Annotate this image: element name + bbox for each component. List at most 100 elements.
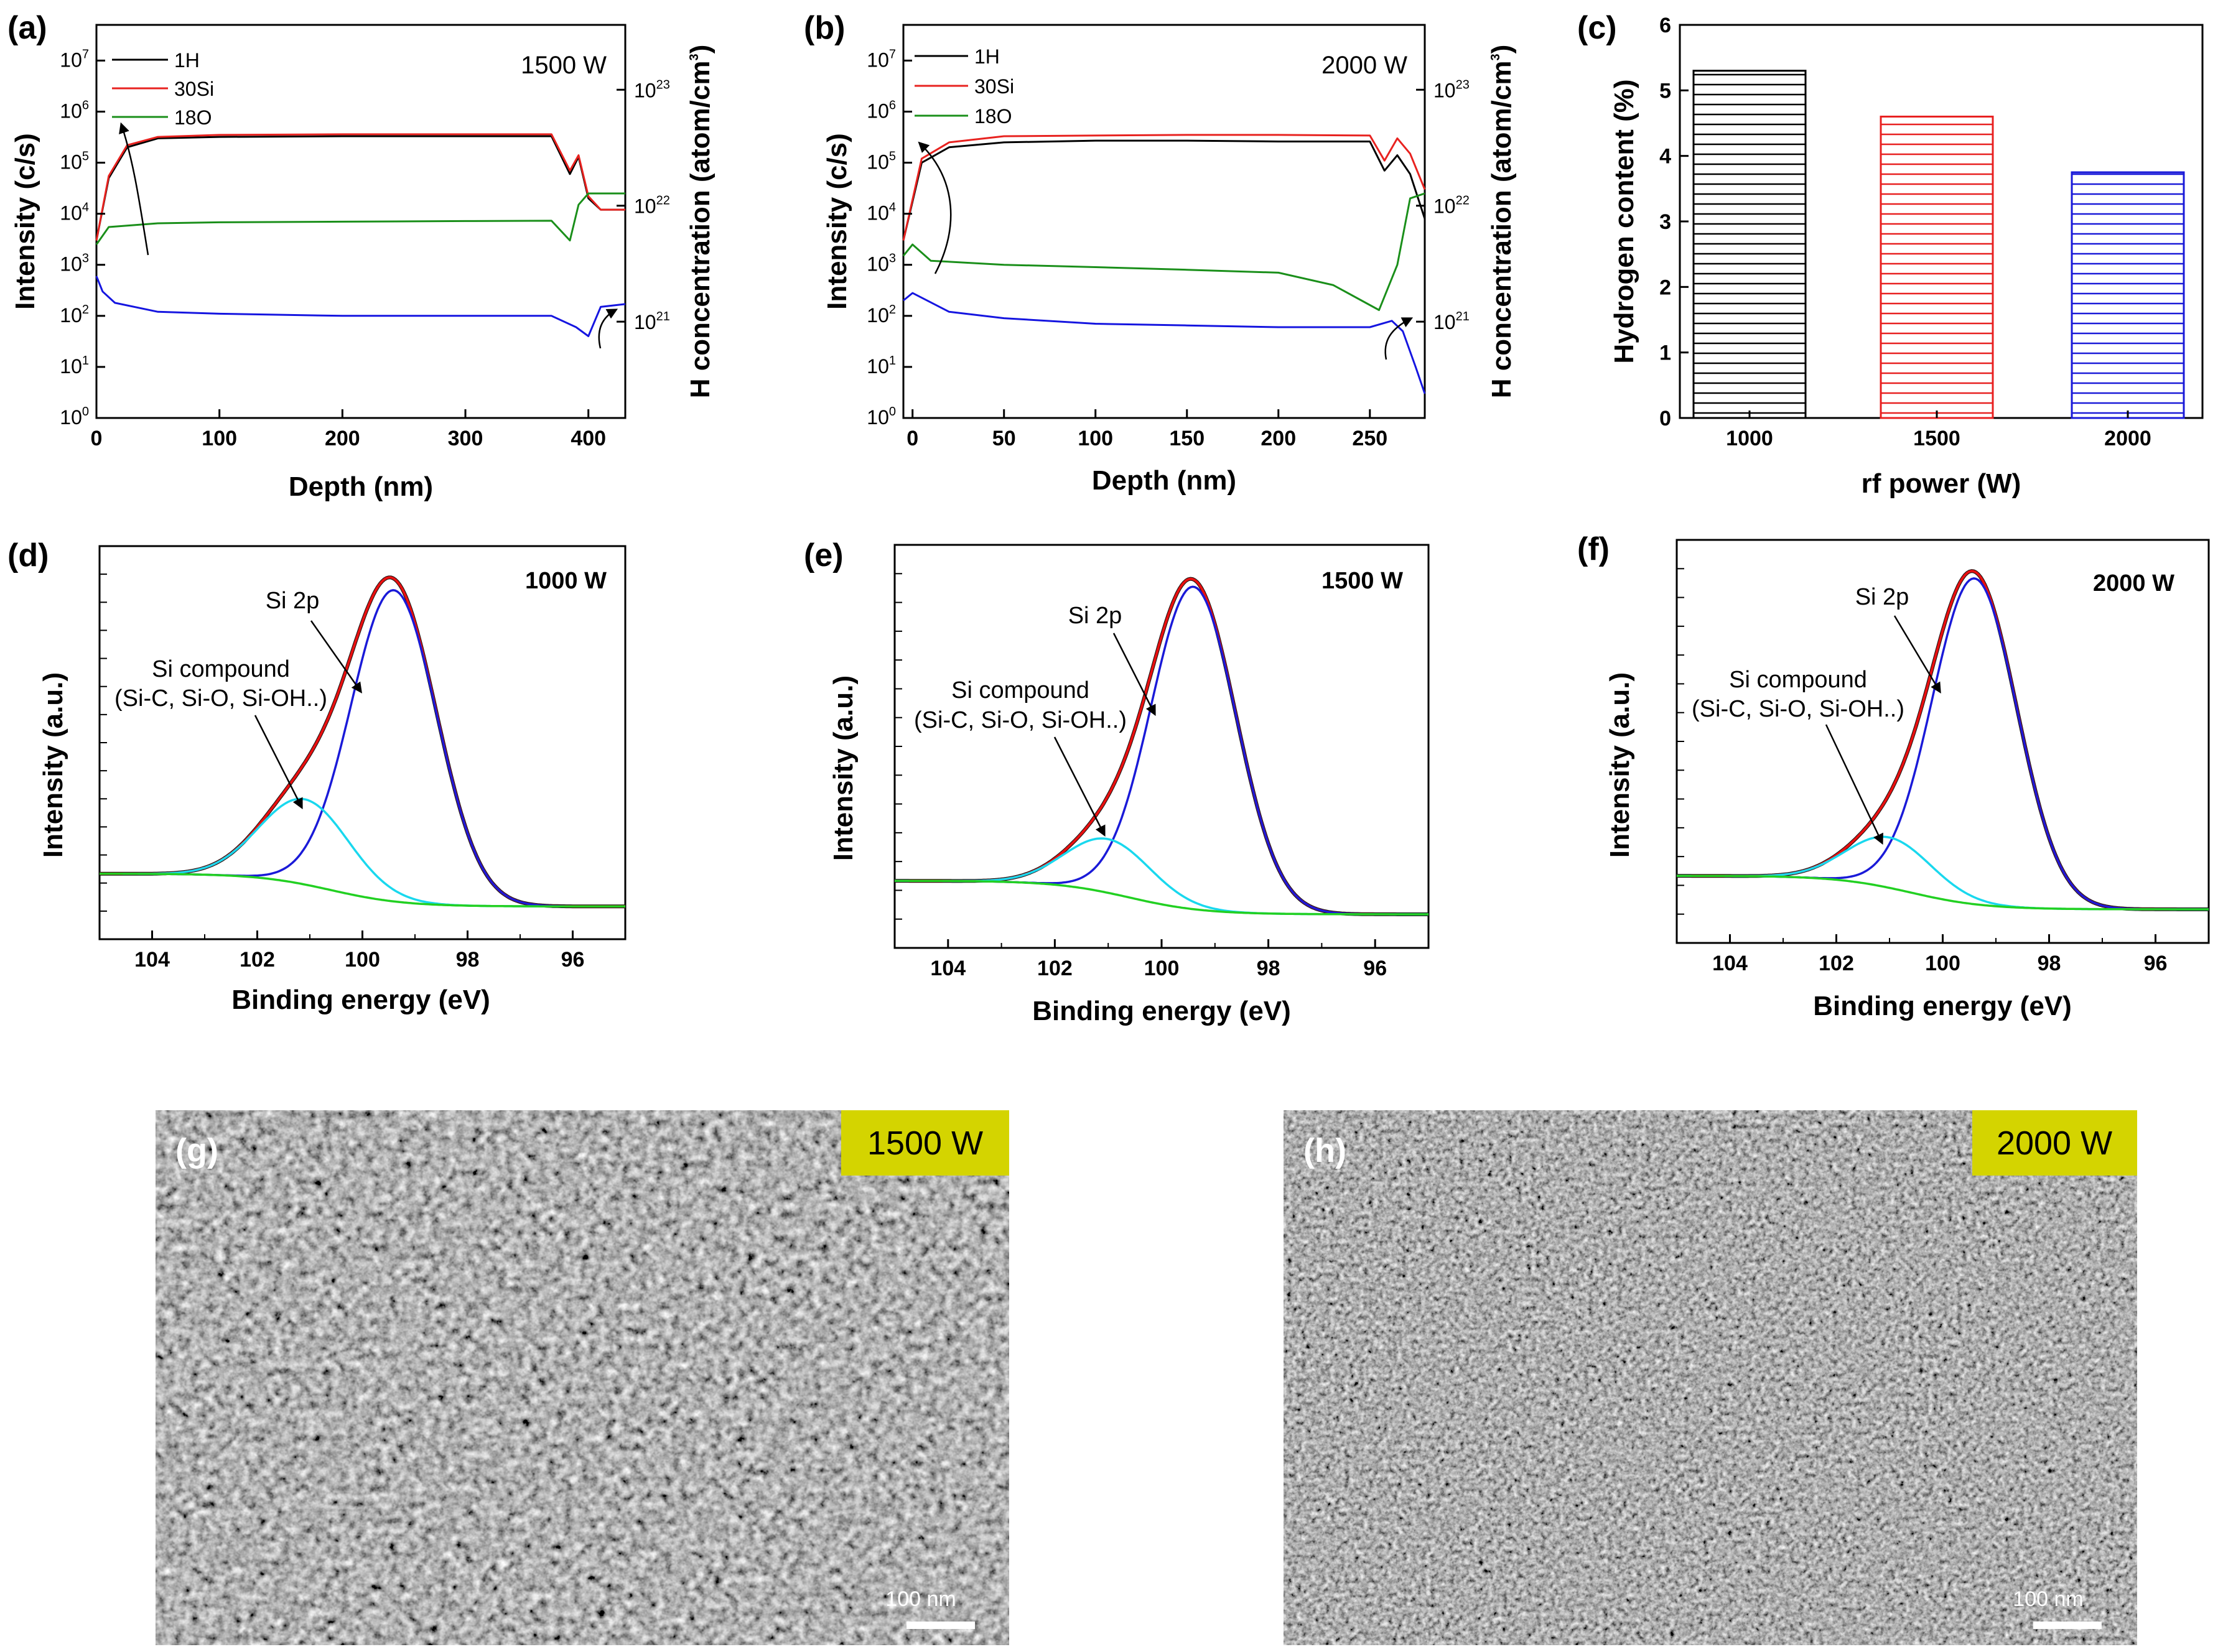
annotation-compound-d: Si compound: [152, 656, 290, 682]
y-axis-label-f: Intensity (a.u.): [1605, 672, 1635, 858]
scale-bar-h: [2033, 1622, 2102, 1629]
x-tick-label-b: 0: [906, 427, 918, 450]
x-tick-label-c: 1000: [1726, 427, 1773, 450]
panel-label-f: (f): [1577, 531, 1610, 567]
x-axis-label-f: Binding energy (eV): [1813, 991, 2072, 1021]
y-tick-label-c: 1: [1659, 341, 1671, 365]
plot-frame-f: [1675, 539, 2210, 944]
arrow-compound-e: [1053, 736, 1106, 837]
y-tick-label-c: 4: [1659, 145, 1671, 169]
y-tick-label-b: 103: [867, 252, 896, 276]
panel-f-xps-2000w: (f) 104 102 100 98 96 2000 W Si 2p Si compou…: [1577, 531, 2210, 1021]
y-axis-label-d: Intensity (a.u.): [38, 672, 68, 858]
x-tick-label-a: 0: [91, 427, 103, 450]
x-tick-label-f: 104: [1712, 952, 1748, 975]
power-label-e: 1500 W: [1321, 568, 1403, 594]
background-line-d: [100, 873, 625, 908]
y-tick-label-c: 5: [1659, 79, 1671, 103]
y-tick-label-a: 105: [60, 150, 89, 174]
x-tick-label-a: 400: [571, 427, 606, 450]
scale-label-h: 100 nm: [2013, 1587, 2083, 1611]
panel-e-xps-1500w: (e) 104 102 100 98 96 1500 W Si 2p Si compou…: [804, 537, 1430, 1026]
legend-label-30si-b: 30Si: [974, 75, 1014, 98]
power-badge-g: [841, 1110, 1009, 1176]
annotation-compound-detail-d: (Si-C, Si-O, Si-OH..): [114, 685, 327, 712]
scale-label-g: 100 nm: [885, 1587, 956, 1611]
x-tick-label-f: 102: [1819, 952, 1854, 975]
x-tick-label-a: 300: [448, 427, 483, 450]
annotation-compound-detail-f: (Si-C, Si-O, Si-OH..): [1692, 696, 1904, 722]
series-line-18o-b: [902, 192, 1425, 311]
y2-tick-label-a: 1023: [634, 78, 670, 101]
y2-tick-label-b: 1022: [1433, 194, 1470, 218]
y-axis-label-c: Hydrogen content (%): [1609, 79, 1639, 363]
annotation-si2p-e: Si 2p: [1068, 603, 1122, 629]
x-axis-label-e: Binding energy (eV): [1032, 996, 1291, 1026]
envelope-line-e: [895, 577, 1428, 916]
ticks-f: 104 102 100 98 96: [1676, 568, 2209, 975]
series-lines-a: [95, 133, 626, 337]
power-label-h: 2000 W: [1997, 1125, 2112, 1162]
x-axis-label-b: Depth (nm): [1092, 465, 1236, 496]
ticks-c: 1000 1500 2000 0 1 2 3 4 5 6: [1659, 14, 2151, 450]
x-tick-label-f: 100: [1925, 952, 1960, 975]
plot-frame-e: [893, 544, 1430, 949]
raw-data-line-d: [100, 575, 625, 909]
y2-tick-label-a: 1021: [634, 310, 670, 333]
y-tick-label-b: 100: [867, 405, 896, 429]
series-line-30si-a: [95, 133, 625, 241]
y2-tick-label-b: 1021: [1433, 310, 1470, 333]
background-line-f: [1677, 875, 2209, 911]
annotation-arrow-left-a: [119, 122, 149, 256]
series-line-1h-b: [902, 139, 1426, 241]
y-tick-label-c: 3: [1659, 210, 1671, 234]
ticks-a: 0 100 200 300 400100101102103104105106107102…: [60, 47, 670, 450]
ticks-d: 104 102 100 98 96: [99, 573, 626, 972]
bars-c: [1692, 70, 2185, 419]
annotation-si2p-d: Si 2p: [266, 588, 320, 614]
legend-label-18o-a: 18O: [174, 106, 212, 129]
y2-axis-label-a: H concentration (atom/cm3): [685, 45, 715, 399]
power-label-f: 2000 W: [2093, 570, 2174, 596]
plot-frame-b: [902, 24, 1426, 419]
x-tick-label-d: 100: [345, 948, 380, 972]
xps-curves-d: [100, 575, 625, 909]
x-tick-label-e: 100: [1144, 957, 1180, 980]
y-tick-label-c: 6: [1659, 14, 1671, 37]
annotation-compound-detail-e: (Si-C, Si-O, Si-OH..): [914, 707, 1127, 733]
y-tick-label-c: 0: [1659, 407, 1671, 430]
arrow-compound-d: [254, 715, 303, 810]
series-line-18o-a: [95, 192, 625, 245]
raw-data-line-e: [895, 577, 1428, 916]
x-tick-label-d: 102: [240, 948, 275, 972]
y-axis-label-e: Intensity (a.u.): [828, 675, 859, 861]
y2-tick-label-a: 1022: [634, 194, 670, 218]
panel-label-g: (g): [175, 1132, 218, 1169]
y-axis-label-a: Intensity (c/s): [10, 133, 40, 310]
y2-axis-label-b: H concentration (atom/cm3): [1486, 45, 1517, 399]
y-tick-label-a: 104: [60, 201, 89, 225]
x-tick-label-c: 1500: [1913, 427, 1960, 450]
panel-d-xps-1000w: (d) 104 102 100 98 96 1000 W Si 2p Si compou…: [7, 537, 627, 1015]
annotation-arrow-right-b: [1384, 317, 1414, 360]
x-tick-label-e: 102: [1037, 957, 1073, 980]
scale-bar-g: [906, 1622, 975, 1629]
raw-data-line-f: [1677, 569, 2209, 911]
panel-label-e: (e): [804, 537, 844, 573]
background-line-e: [895, 879, 1428, 916]
bar-2000: [2071, 171, 2185, 419]
x-axis-label-d: Binding energy (eV): [231, 985, 490, 1015]
panel-c-hydrogen-content: (c) 1000 1500 2000 0 1 2 3 4 5 6 rf power (W) Hyd…: [1577, 10, 2204, 499]
power-badge-h: [1972, 1110, 2137, 1176]
y-tick-label-a: 103: [60, 252, 89, 276]
x-tick-label-b: 250: [1352, 427, 1387, 450]
power-label-d: 1000 W: [525, 568, 607, 594]
legend-label-1h-a: 1H: [174, 49, 200, 72]
ticks-e: 104 102 100 98 96: [894, 573, 1429, 980]
x-tick-label-e: 98: [1257, 957, 1280, 980]
y-tick-label-a: 102: [60, 303, 89, 327]
panel-a-sims-1500w: (a) 0 100 200 300 40010010110210310410510610…: [7, 10, 715, 502]
panel-h-sem-2000w: (h) 2000 W 100 nm: [1284, 1110, 2137, 1645]
series-line-1h-a: [95, 135, 625, 241]
